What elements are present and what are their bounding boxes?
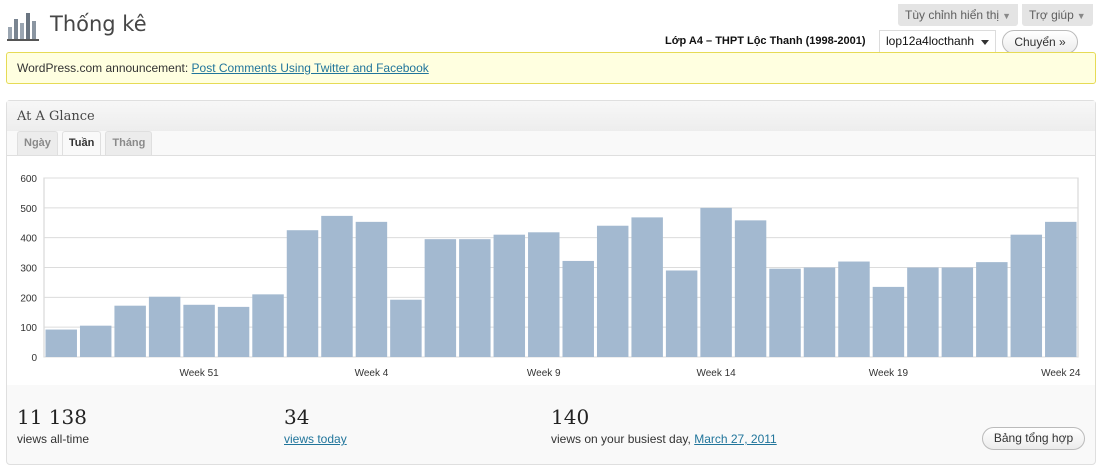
today-value: 34 bbox=[284, 405, 310, 429]
chart-area: 0 100 200 300 400 500 600 Week 51 Week 4 Week 9 We… bbox=[7, 155, 1095, 385]
blog-select[interactable]: lop12a4locthanh bbox=[879, 30, 996, 53]
bar bbox=[79, 325, 112, 357]
help-button[interactable]: Trợ giúp ▼ bbox=[1022, 4, 1093, 26]
bar bbox=[45, 329, 77, 357]
bar bbox=[424, 239, 457, 357]
bar bbox=[907, 267, 939, 357]
chevron-down-icon: ▼ bbox=[1076, 11, 1086, 21]
announcement-prefix: WordPress.com announcement: bbox=[17, 61, 189, 75]
y-tick-label: 0 bbox=[31, 353, 37, 364]
go-button[interactable]: Chuyển » bbox=[1002, 30, 1078, 54]
blog-title: Lớp A4 – THPT Lộc Thanh (1998-2001) bbox=[665, 35, 866, 47]
dropdown-caret-icon bbox=[981, 40, 989, 45]
bar bbox=[976, 262, 1008, 357]
announcement-banner: WordPress.com announcement: Post Comment… bbox=[6, 52, 1096, 84]
bar bbox=[700, 207, 732, 357]
stats-bars-icon bbox=[7, 13, 39, 41]
x-tick-label: Week 9 bbox=[527, 368, 561, 379]
bar bbox=[596, 225, 629, 357]
bar bbox=[459, 239, 491, 357]
y-tick-label: 200 bbox=[20, 293, 37, 304]
at-a-glance-panel: At A Glance Ngày Tuần Tháng 0 100 200 300 40… bbox=[6, 100, 1096, 465]
summary-button[interactable]: Bảng tổng hợp bbox=[982, 427, 1085, 450]
bar bbox=[631, 217, 663, 357]
y-tick-label: 300 bbox=[20, 264, 37, 275]
bar bbox=[355, 221, 388, 357]
busiest-label: views on your busiest day, bbox=[551, 432, 691, 446]
tab-week[interactable]: Tuần bbox=[61, 131, 102, 156]
panel-header bbox=[7, 101, 1095, 131]
bar bbox=[321, 215, 353, 357]
bar bbox=[1045, 221, 1077, 357]
tab-day[interactable]: Ngày bbox=[17, 131, 58, 155]
announcement-link[interactable]: Post Comments Using Twitter and Facebook bbox=[191, 61, 429, 75]
bar bbox=[838, 261, 870, 357]
bar bbox=[390, 299, 422, 357]
x-tick-label: Week 14 bbox=[696, 368, 736, 379]
period-tabs: Ngày Tuần Tháng bbox=[17, 131, 156, 156]
bar bbox=[562, 260, 594, 357]
panel-title: At A Glance bbox=[17, 109, 95, 124]
bar bbox=[665, 270, 698, 357]
bar bbox=[286, 230, 319, 357]
x-tick-label: Week 51 bbox=[179, 368, 219, 379]
views-bar-chart: 0 100 200 300 400 500 600 Week 51 Week 4 Week 9 We… bbox=[20, 174, 1081, 379]
bar bbox=[769, 268, 801, 357]
bar bbox=[183, 304, 215, 357]
y-tick-label: 100 bbox=[20, 323, 37, 334]
stat-all-time: 11 138 views all-time bbox=[17, 405, 89, 446]
stat-today: 34 views today bbox=[284, 405, 347, 446]
bar bbox=[217, 306, 250, 357]
all-time-value: 11 138 bbox=[17, 405, 87, 429]
y-tick-label: 500 bbox=[20, 204, 37, 215]
x-tick-label: Week 24 bbox=[1041, 368, 1081, 379]
busiest-date-link[interactable]: March 27, 2011 bbox=[694, 432, 777, 446]
bar bbox=[941, 267, 974, 357]
bar bbox=[1010, 234, 1043, 357]
screen-options-label: Tùy chỉnh hiển thị bbox=[905, 8, 1000, 22]
bar bbox=[803, 267, 836, 357]
bar bbox=[148, 296, 181, 357]
help-label: Trợ giúp bbox=[1029, 8, 1074, 22]
blog-select-value: lop12a4locthanh bbox=[886, 34, 975, 48]
y-tick-label: 400 bbox=[20, 234, 37, 245]
bar bbox=[493, 234, 526, 357]
bar bbox=[872, 286, 905, 357]
tab-month[interactable]: Tháng bbox=[105, 131, 153, 155]
bar bbox=[114, 305, 146, 357]
x-tick-label: Week 4 bbox=[355, 368, 389, 379]
page-title: Thống kê bbox=[50, 12, 147, 36]
chevron-down-icon: ▼ bbox=[1002, 11, 1011, 21]
x-tick-label: Week 19 bbox=[869, 368, 909, 379]
busiest-value: 140 bbox=[551, 405, 590, 429]
bar bbox=[734, 220, 767, 357]
stat-busiest: 140 views on your busiest day, March 27,… bbox=[551, 405, 777, 446]
views-today-link[interactable]: views today bbox=[284, 432, 347, 446]
screen-options-button[interactable]: Tùy chỉnh hiển thị ▼ bbox=[898, 4, 1018, 26]
all-time-label: views all-time bbox=[17, 432, 90, 446]
bar bbox=[528, 232, 560, 357]
y-tick-label: 600 bbox=[20, 174, 37, 185]
bar bbox=[252, 294, 284, 357]
